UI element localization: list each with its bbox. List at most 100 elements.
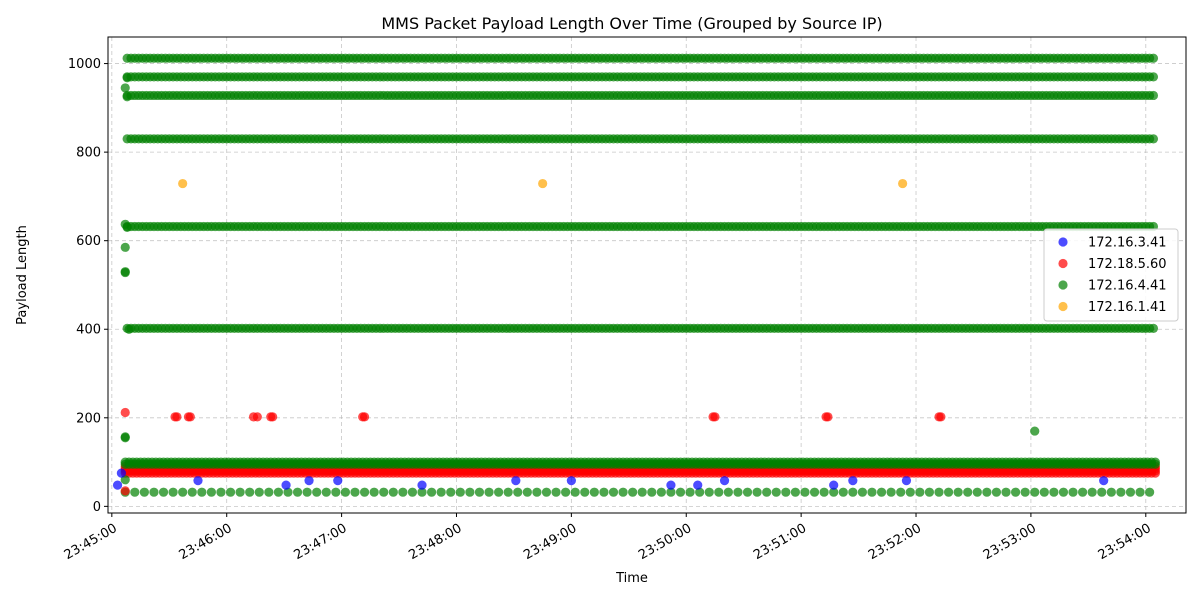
data-point bbox=[120, 475, 130, 485]
data-point bbox=[340, 487, 351, 497]
x-tick-label: 23:49:00 bbox=[521, 521, 579, 563]
x-tick-label-group: 23:53:00 bbox=[981, 521, 1039, 563]
data-point bbox=[149, 487, 159, 497]
data-point bbox=[304, 476, 314, 486]
data-point bbox=[1148, 90, 1159, 101]
legend-entry-label: 172.16.4.41 bbox=[1088, 279, 1167, 294]
data-point bbox=[302, 487, 312, 497]
axis-layer: 0 200 400 600 800 1000 23:45:00 23:46:00 23:47:0… bbox=[62, 57, 1154, 563]
data-point bbox=[886, 487, 896, 497]
data-point bbox=[1135, 487, 1145, 497]
data-point bbox=[693, 480, 703, 490]
data-point bbox=[566, 476, 576, 486]
data-point bbox=[139, 487, 149, 497]
data-point bbox=[1049, 487, 1059, 497]
data-point bbox=[122, 222, 132, 232]
y-tick-label: 0 bbox=[93, 500, 101, 515]
data-point bbox=[245, 487, 255, 497]
data-point bbox=[350, 487, 360, 497]
data-point bbox=[254, 487, 264, 497]
data-point bbox=[1148, 134, 1159, 144]
data-point bbox=[359, 412, 370, 422]
data-point bbox=[733, 487, 743, 497]
data-point bbox=[695, 487, 705, 497]
data-point bbox=[235, 487, 245, 497]
data-point bbox=[112, 480, 123, 490]
data-point bbox=[781, 487, 791, 497]
data-point bbox=[848, 476, 858, 486]
data-point bbox=[407, 487, 418, 497]
legend-entry-label: 172.18.5.60 bbox=[1088, 257, 1167, 272]
data-point bbox=[1097, 487, 1107, 497]
data-point bbox=[1116, 487, 1126, 497]
data-point bbox=[647, 487, 657, 497]
data-point bbox=[541, 487, 552, 497]
data-point bbox=[474, 487, 485, 497]
data-point bbox=[1078, 487, 1088, 497]
data-point bbox=[685, 487, 695, 497]
data-point bbox=[829, 487, 839, 497]
data-point bbox=[264, 487, 274, 497]
data-point bbox=[915, 487, 925, 497]
data-point bbox=[580, 487, 590, 497]
data-point bbox=[1148, 72, 1159, 82]
data-point bbox=[369, 487, 379, 497]
data-point bbox=[120, 267, 130, 278]
data-point bbox=[628, 487, 638, 497]
data-point bbox=[936, 412, 946, 422]
data-point bbox=[292, 487, 303, 497]
data-point bbox=[991, 487, 1002, 497]
y-tick-label: 800 bbox=[76, 146, 101, 161]
data-point bbox=[417, 487, 427, 497]
data-point bbox=[719, 476, 730, 486]
data-point bbox=[924, 487, 935, 497]
data-point bbox=[704, 487, 714, 497]
data-point bbox=[513, 487, 523, 497]
x-tick-label: 23:52:00 bbox=[866, 521, 924, 563]
x-tick-label: 23:47:00 bbox=[292, 521, 350, 563]
data-point bbox=[656, 487, 666, 497]
data-point bbox=[1030, 487, 1040, 497]
data-point bbox=[1087, 487, 1097, 497]
data-point bbox=[953, 487, 963, 497]
x-tick-label-group: 23:52:00 bbox=[866, 521, 924, 563]
data-point bbox=[1106, 487, 1116, 497]
y-tick-label: 1000 bbox=[68, 57, 101, 72]
data-point bbox=[484, 487, 494, 497]
data-point bbox=[503, 487, 513, 497]
data-point bbox=[666, 480, 676, 490]
x-tick-label-group: 23:51:00 bbox=[751, 521, 809, 563]
data-point bbox=[511, 476, 521, 486]
y-axis-title: Payload Length bbox=[15, 225, 30, 325]
data-point bbox=[710, 412, 720, 422]
x-tick-label-group: 23:48:00 bbox=[406, 521, 464, 563]
data-point bbox=[333, 476, 343, 486]
x-tick-label-group: 23:50:00 bbox=[636, 521, 694, 563]
data-point bbox=[838, 487, 848, 497]
data-point bbox=[116, 468, 126, 478]
data-point bbox=[867, 487, 877, 497]
data-point bbox=[168, 487, 178, 497]
data-point bbox=[225, 487, 236, 497]
data-point bbox=[178, 487, 188, 497]
x-tick-label: 23:51:00 bbox=[751, 521, 809, 563]
data-point bbox=[608, 487, 619, 497]
data-point bbox=[857, 487, 868, 497]
data-point bbox=[1001, 487, 1011, 497]
data-point bbox=[896, 487, 906, 497]
data-point bbox=[197, 487, 207, 497]
data-point bbox=[538, 178, 548, 189]
data-point bbox=[252, 412, 262, 422]
data-point bbox=[1125, 487, 1136, 497]
data-point bbox=[321, 487, 331, 497]
data-point bbox=[206, 487, 216, 497]
data-point bbox=[819, 487, 829, 497]
x-tick-label: 23:53:00 bbox=[981, 521, 1039, 563]
data-point bbox=[714, 487, 724, 497]
data-point bbox=[281, 480, 291, 490]
legend-marker bbox=[1058, 237, 1068, 247]
data-point bbox=[273, 487, 284, 497]
x-tick-label: 23:50:00 bbox=[636, 521, 694, 563]
data-point bbox=[185, 412, 195, 422]
